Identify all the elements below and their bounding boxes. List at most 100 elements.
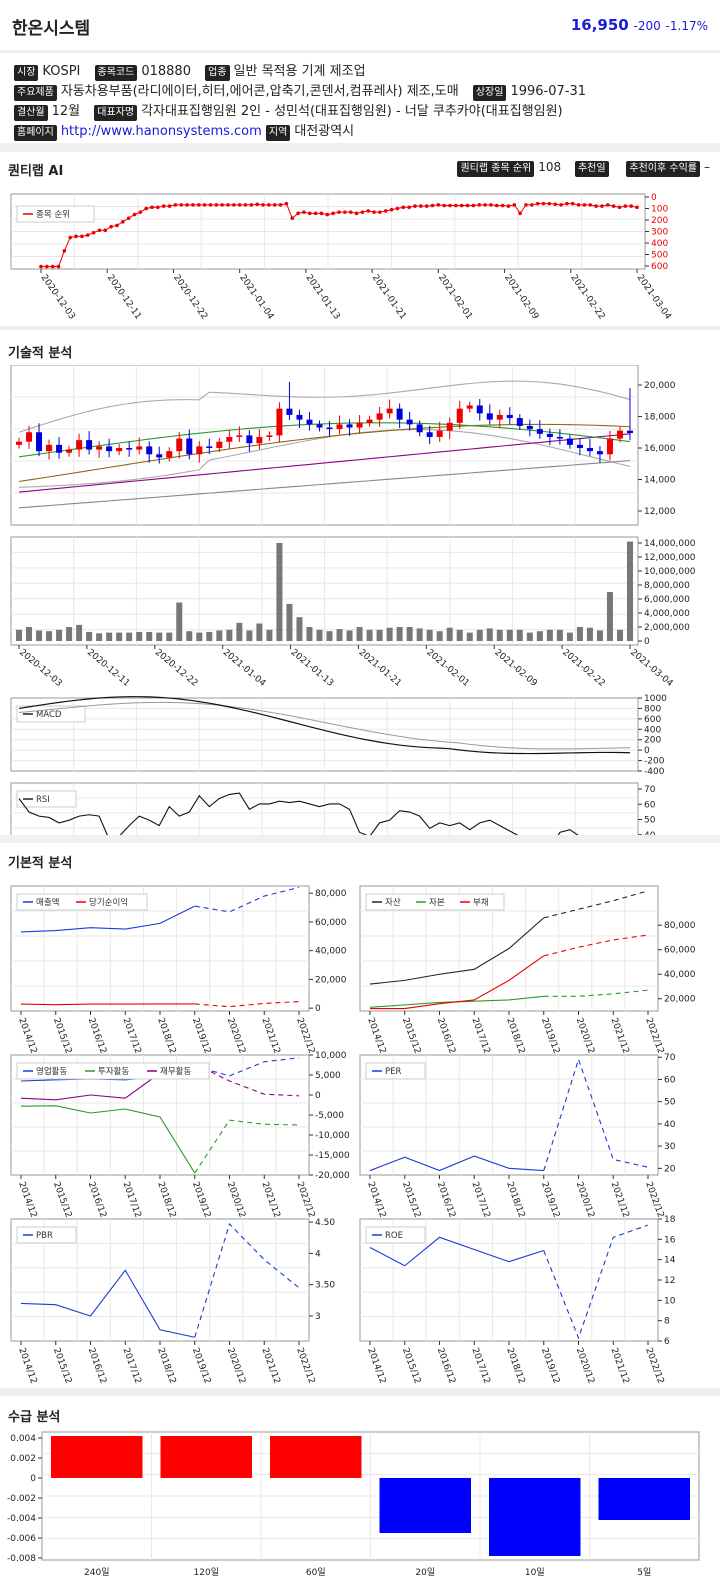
volume-bar	[336, 629, 343, 641]
volume-bar	[406, 627, 413, 641]
fund-c1-tick-label: 60,000	[315, 918, 347, 928]
volume-tick-label: 6,000,000	[644, 595, 690, 605]
volume-bar	[426, 629, 433, 641]
candle-body	[246, 435, 253, 444]
fundamental-title: 기본적 분석	[8, 856, 73, 871]
ma-line	[18, 422, 631, 458]
rank-tick-label: 600	[651, 262, 668, 272]
candle-body	[316, 424, 323, 428]
fund-c3-forecast-line	[194, 1119, 300, 1174]
ceo-label: 대표자명	[94, 105, 138, 121]
fund-c5-xtick-label: 2018/12	[155, 1347, 177, 1386]
price-tick-label: 20,000	[644, 381, 676, 391]
rsi-line	[18, 792, 579, 835]
price-change-pct: -1.17%	[665, 19, 708, 33]
volume-bar	[556, 629, 563, 641]
fund-c6-tick-label: 14	[664, 1256, 676, 1266]
fund-c5-xtick-label: 2014/12	[16, 1347, 38, 1386]
supply-tick-label: 0.002	[10, 1454, 36, 1464]
company-info: 시장 KOSPI 종목코드 018880 업종 일반 목적용 기계 제조업 주요제품 자…	[0, 53, 720, 143]
volume-bar	[66, 627, 73, 641]
candle-body	[516, 418, 523, 426]
fund-c6-xtick-label: 2021/12	[608, 1347, 630, 1386]
fund-c6-xtick-label: 2017/12	[469, 1347, 491, 1386]
fund-c6-tick-label: 12	[664, 1276, 675, 1286]
fund-c3-tick-label: -5,000	[315, 1111, 344, 1121]
fund-c2-tick-label: 60,000	[664, 946, 696, 956]
fund-c4-xtick-label: 2016/12	[435, 1181, 457, 1220]
volume-bar	[116, 632, 123, 641]
volume-bar	[386, 627, 393, 641]
volume-bar	[356, 627, 363, 641]
fund-c4-xtick-label: 2022/12	[643, 1181, 665, 1220]
volume-bar	[536, 631, 543, 641]
volume-xtick-label: 2021-02-22	[560, 648, 607, 689]
fund-c6-tick-label: 8	[664, 1317, 670, 1327]
supply-title: 수급 분석	[8, 1410, 61, 1425]
supply-category-label: 120일	[194, 1567, 219, 1578]
volume-bar	[276, 543, 283, 641]
fund-c1-tick-label: 0	[315, 1004, 321, 1014]
supply-chart: 0.004 0.002 0 -0.002 -0.004 -0.006 -0.008 240일 1…	[7, 1431, 700, 1578]
fund-c1-xtick-label: 2022/12	[294, 1017, 316, 1056]
volume-xtick-label: 2021-02-09	[492, 648, 539, 689]
candle-body	[196, 446, 203, 455]
candle-body	[486, 413, 493, 420]
candle-body	[216, 441, 223, 448]
homepage-link[interactable]: http://www.hanonsystems.com	[60, 124, 262, 139]
price-tick-label: 12,000	[644, 507, 676, 517]
candle-body	[627, 430, 633, 434]
volume-bar	[416, 628, 423, 641]
region-label: 지역	[265, 125, 291, 141]
rank-line	[41, 203, 638, 268]
fund-c6-xtick-label: 2016/12	[435, 1347, 457, 1386]
fund-c6-legend-label: ROE	[385, 1231, 403, 1241]
technical-charts: 20,000 18,000 16,000 14,000 12,000 14,000,000…	[10, 365, 696, 835]
volume-bar	[126, 632, 133, 641]
fund-c1-xtick-label: 2020/12	[225, 1017, 247, 1056]
candle-body	[116, 448, 123, 452]
fund-c2-xtick-label: 2015/12	[400, 1017, 422, 1056]
fund-c6-tick-label: 16	[664, 1235, 676, 1245]
fund-c5-xtick-label: 2021/12	[259, 1347, 281, 1386]
volume-bar	[466, 632, 473, 641]
candle-body	[326, 427, 333, 430]
supply-category-label: 20일	[415, 1567, 435, 1578]
candle-body	[256, 436, 263, 444]
fiscal-value: 12월	[51, 104, 81, 119]
price-tick-label: 14,000	[644, 476, 676, 486]
candle-body	[436, 430, 443, 437]
volume-bar	[26, 627, 33, 641]
fund-c4-forecast-line	[543, 1057, 649, 1171]
supply-tick-label: -0.002	[7, 1494, 36, 1504]
fund-c5-tick-label: 4	[315, 1249, 321, 1259]
ma-line	[18, 423, 631, 483]
volume-bar	[206, 631, 213, 641]
macd-legend-box	[16, 705, 86, 723]
supply-bar	[598, 1478, 690, 1520]
volume-bar	[76, 624, 83, 641]
fund-c3-xtick-label: 2018/12	[155, 1181, 177, 1220]
current-price: 16,950	[570, 16, 629, 34]
fund-c6-forecast-line	[543, 1224, 649, 1340]
fund-c1-tick-label: 20,000	[315, 975, 347, 985]
listed-value: 1996-07-31	[510, 84, 586, 99]
fundamental-charts: 80,000 60,000 40,000 20,000 0 매출액 당기순이익 2014/12…	[10, 885, 696, 1386]
industry-label: 업종	[205, 65, 230, 81]
rank-label: 퀀티랩 종목 순위	[457, 161, 535, 177]
volume-bar	[516, 629, 523, 641]
candle-body	[506, 414, 513, 419]
rsi-legend-label: RSI	[36, 795, 50, 805]
volume-bar	[216, 630, 223, 641]
rsi-tick-label: 60	[644, 800, 656, 810]
candle-body	[556, 436, 563, 439]
fund-c1-series-line	[20, 905, 195, 933]
fiscal-label: 결산월	[14, 105, 48, 121]
macd-tick-label: -400	[644, 767, 665, 777]
volume-bar	[186, 631, 193, 641]
candle-body	[336, 424, 343, 430]
rsi-legend-box	[16, 790, 77, 808]
volume-bar	[96, 633, 103, 641]
volume-bar	[436, 631, 443, 641]
volume-bar	[16, 629, 22, 641]
